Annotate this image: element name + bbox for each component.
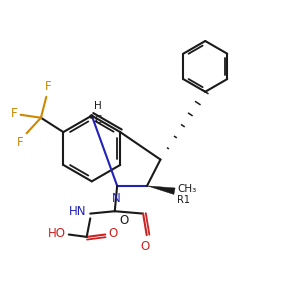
Text: HN: HN (69, 205, 86, 218)
Text: O: O (141, 240, 150, 253)
Text: C: C (94, 115, 101, 125)
Text: F: F (11, 107, 17, 120)
Text: F: F (44, 80, 51, 93)
Text: CH₃: CH₃ (177, 184, 196, 194)
Text: F: F (16, 136, 23, 149)
Polygon shape (147, 186, 175, 194)
Text: N: N (112, 192, 120, 206)
Text: R1: R1 (177, 195, 190, 205)
Text: O: O (119, 214, 128, 226)
Text: H: H (94, 101, 102, 111)
Text: HO: HO (48, 226, 66, 239)
Text: O: O (108, 226, 117, 239)
